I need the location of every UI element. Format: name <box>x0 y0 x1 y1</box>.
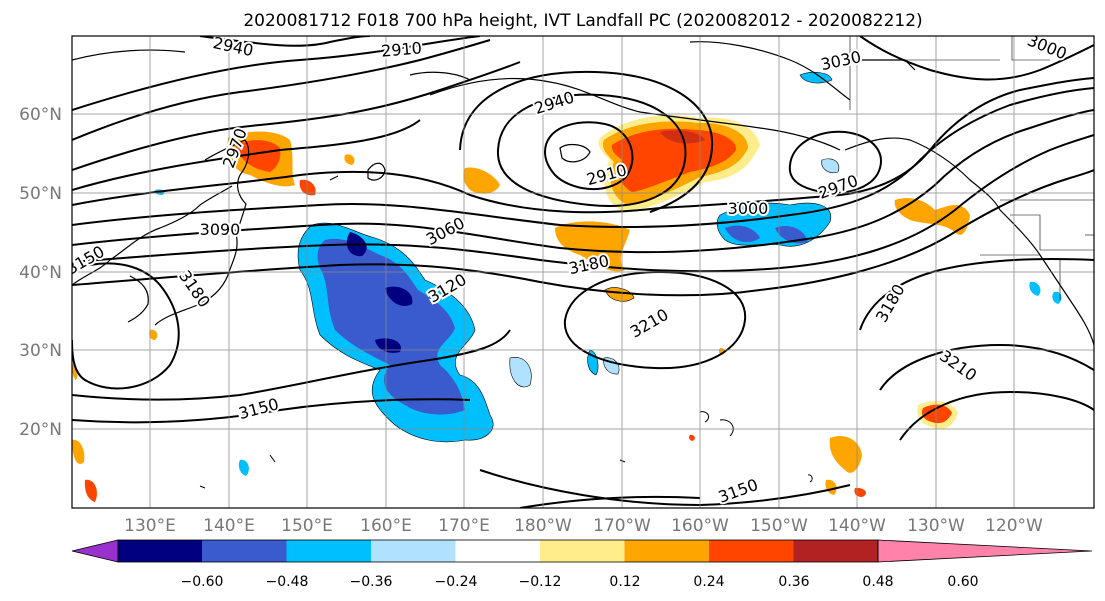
lon-label: 120°W <box>985 516 1043 536</box>
colorbar-tick-label: −0.60 <box>181 574 224 590</box>
coastlines <box>72 41 1094 346</box>
lon-label: 170°E <box>438 516 490 536</box>
colorbar-tick-label: 0.48 <box>862 574 893 590</box>
colorbar-segment <box>371 540 456 562</box>
lat-label-60n: 60°N <box>19 105 62 125</box>
lon-label: 150°W <box>750 516 808 536</box>
colorbar-segment <box>709 540 794 562</box>
height-contours <box>72 36 1094 508</box>
colorbar-tick-label: 0.12 <box>609 574 640 590</box>
lat-label-30n: 30°N <box>19 341 62 361</box>
colorbar-tick-label: 0.60 <box>947 574 978 590</box>
lon-label: 150°E <box>281 516 333 536</box>
latitude-labels: 60°N 50°N 40°N 30°N 20°N <box>19 105 62 440</box>
ivt-negative-shading <box>154 71 1062 476</box>
islands <box>199 175 813 489</box>
map-frame <box>71 35 1095 509</box>
lon-label: 180°W <box>514 516 572 536</box>
colorbar-tick-label: −0.48 <box>266 574 309 590</box>
contour-label: 2910 <box>380 38 422 60</box>
lon-label: 130°W <box>907 516 965 536</box>
contour-label: 3090 <box>200 220 241 239</box>
colorbar-tick-label: −0.12 <box>519 574 562 590</box>
colorbar-tick-label: 0.36 <box>778 574 809 590</box>
lon-label: 140°E <box>203 516 255 536</box>
lon-label: 140°W <box>828 516 886 536</box>
colorbar-segment <box>455 540 540 562</box>
colorbar-segment <box>624 540 709 562</box>
lon-label: 160°W <box>671 516 729 536</box>
lat-label-40n: 40°N <box>19 263 62 283</box>
colorbar-extend-max <box>877 539 1093 563</box>
colorbar-segment <box>793 540 878 562</box>
colorbar-tick-label: 0.24 <box>693 574 724 590</box>
colorbar-segment <box>286 540 371 562</box>
graticule <box>72 36 1094 508</box>
colorbar-extend-min <box>71 539 119 563</box>
longitude-labels: 130°E 140°E 150°E 160°E 170°E 180°W 170°… <box>124 516 1043 536</box>
lat-label-50n: 50°N <box>19 184 62 204</box>
colorbar-segment <box>540 540 625 562</box>
lon-label: 170°W <box>593 516 651 536</box>
colorbar-tick-label: −0.24 <box>435 574 478 590</box>
ivt-positive-shading <box>72 115 970 502</box>
contour-label: 3000 <box>728 199 769 218</box>
lon-label: 130°E <box>124 516 176 536</box>
colorbar-segment <box>118 540 202 562</box>
colorbar-frame <box>117 539 879 563</box>
lon-label: 160°E <box>360 516 412 536</box>
colorbar-segment <box>202 540 287 562</box>
colorbar-tick-label: −0.36 <box>350 574 393 590</box>
map-title: 2020081712 F018 700 hPa height, IVT Land… <box>243 11 922 31</box>
colorbar-tick-labels: −0.60 −0.48 −0.36 −0.24 −0.12 0.12 0.24 … <box>181 574 979 590</box>
colorbar <box>71 539 1093 563</box>
lat-label-20n: 20°N <box>19 420 62 440</box>
